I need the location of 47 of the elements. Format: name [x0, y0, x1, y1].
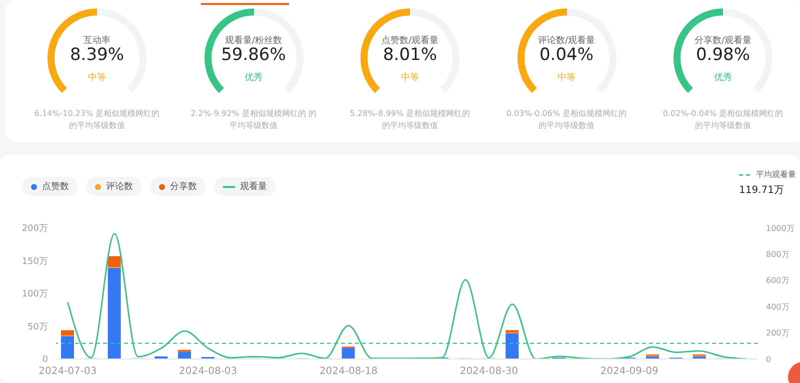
- x-tick-label: 2024-08-18: [319, 366, 378, 378]
- text: 点赞数/观看量: [380, 34, 440, 47]
- y-tick-label: 100万: [22, 290, 48, 300]
- legend-label: 观看量: [240, 180, 267, 193]
- text: 0.04%: [538, 45, 594, 65]
- y2-tick-label: 400万: [766, 302, 790, 312]
- text: 评论数/观看量: [536, 34, 596, 47]
- text: 平均等级数值: [228, 120, 278, 132]
- y2-tick-label: 0: [766, 354, 772, 364]
- legend-label: 点赞数: [42, 180, 69, 193]
- text: 6.14%-10.23% 是相似规模网红的: [33, 108, 161, 120]
- x-tick-label: 2024-07-03: [38, 366, 97, 378]
- y2-tick-label: 800万: [766, 250, 790, 260]
- text: 8.01%: [382, 45, 438, 65]
- text: 2.2%-9.92% 是相似规模网红的 的: [190, 108, 318, 120]
- text: 119.71万: [739, 184, 785, 197]
- text: 中等: [400, 72, 420, 84]
- text: 互动率: [82, 34, 112, 47]
- text: 的平均等级数值: [538, 120, 596, 132]
- x-tick-label: 2024-09-09: [600, 366, 658, 378]
- text: 0.03%-0.06% 是相似规模网红的: [505, 108, 628, 120]
- text: 观看量/粉丝数: [224, 34, 284, 47]
- text: 分享数/观看量: [693, 34, 753, 47]
- text: 8.39%: [68, 45, 125, 65]
- text: 的平均等级数值: [68, 120, 126, 132]
- x-tick-label: 2024-08-30: [460, 366, 518, 378]
- y2-tick-label: 600万: [766, 276, 790, 286]
- text: 优秀: [244, 72, 264, 84]
- text: 5.28%-8.99% 是相似规模网红的: [348, 108, 472, 120]
- y-tick-label: 150万: [22, 256, 48, 267]
- text: 0.98%: [694, 45, 751, 65]
- text: 的平均等级数值: [694, 120, 752, 132]
- text: 中等: [556, 72, 576, 84]
- legend-label: 评论数: [106, 180, 133, 193]
- text: 0.02%-0.04% 是相似规模网红的: [662, 108, 784, 120]
- y-tick-label: 0: [42, 355, 48, 366]
- y2-tick-label: 1000万: [766, 224, 794, 233]
- text: 中等: [87, 72, 107, 84]
- text: 的平均等级数值: [381, 120, 439, 132]
- y-tick-label: 200万: [22, 224, 48, 234]
- x-tick-label: 2024-08-03: [179, 366, 238, 378]
- y2-tick-label: 200万: [766, 328, 790, 338]
- y-tick-label: 50万: [28, 322, 48, 332]
- text: 59.86%: [220, 45, 287, 65]
- legend-label: 平均观看量: [756, 169, 796, 180]
- legend-label: 分享数: [170, 180, 197, 193]
- text: 优秀: [713, 72, 733, 84]
